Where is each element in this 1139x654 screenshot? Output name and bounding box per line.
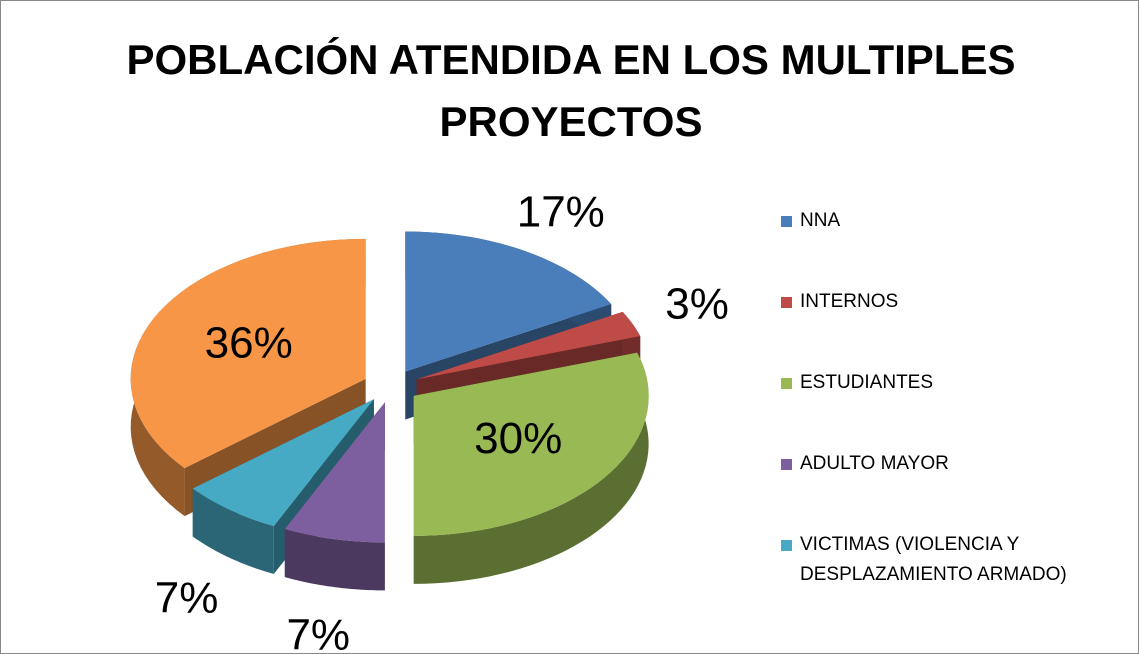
legend-swatch xyxy=(781,216,792,227)
data-label: 7% xyxy=(155,574,219,623)
legend-swatch xyxy=(781,540,792,551)
slice xyxy=(284,402,385,591)
slice-top xyxy=(413,352,649,536)
slice-top xyxy=(130,238,366,469)
legend-swatch xyxy=(781,297,792,308)
legend-label: ADULTO MAYOR xyxy=(800,453,949,474)
legend-label: INTERNOS xyxy=(800,291,899,312)
slice xyxy=(413,352,649,584)
slice-top xyxy=(284,402,385,543)
slice-top xyxy=(192,399,374,526)
legend-label: NNA xyxy=(800,210,841,231)
legend-label: ESTUDIANTES xyxy=(800,372,934,393)
data-label: 3% xyxy=(665,280,729,329)
data-label: 7% xyxy=(286,611,350,653)
chart-title: POBLACIÓN ATENDIDA EN LOS MULTIPLES PROY… xyxy=(126,36,1016,145)
legend-entry: VICTIMAS (VIOLENCIA Y DESPLAZAMIENTO ARM… xyxy=(781,530,1131,590)
slice-side xyxy=(413,352,649,584)
legend-entry: INTERNOS xyxy=(781,287,1131,317)
data-label: 30% xyxy=(474,414,562,463)
data-label: 36% xyxy=(205,319,293,368)
data-label: 17% xyxy=(517,188,605,237)
legend-swatch xyxy=(781,378,792,389)
legend-entry: ESTUDIANTES xyxy=(781,368,1131,398)
slice-top xyxy=(416,311,641,380)
slice-side xyxy=(284,529,385,591)
slice-top xyxy=(405,231,612,372)
legend-entry: ADULTO MAYOR xyxy=(781,449,1131,479)
legend-entry: NNA xyxy=(781,206,1131,236)
legend-label: VICTIMAS (VIOLENCIA Y DESPLAZAMIENTO ARM… xyxy=(800,534,1067,585)
slice-side xyxy=(192,488,274,574)
legend-swatch xyxy=(781,459,792,470)
